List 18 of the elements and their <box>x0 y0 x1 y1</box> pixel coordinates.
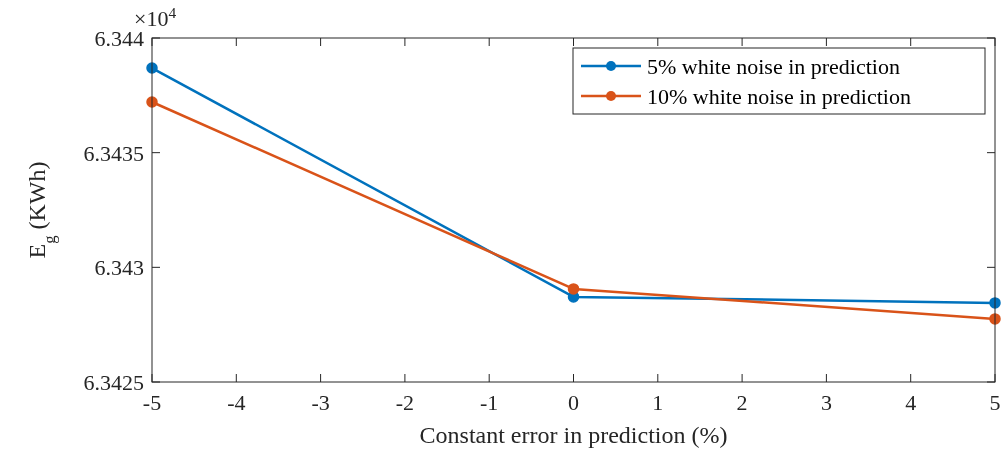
x-tick-label: -1 <box>480 390 499 415</box>
x-tick-label: 3 <box>820 390 832 415</box>
x-tick-label: -4 <box>227 390 246 415</box>
x-tick-label: 0 <box>568 390 579 415</box>
x-tick-label: 4 <box>905 390 917 415</box>
x-tick-label: 2 <box>736 390 748 415</box>
x-tick-label: 1 <box>652 390 664 415</box>
x-tick-label: -5 <box>142 390 162 415</box>
legend-label: 10% white noise in prediction <box>647 84 911 109</box>
x-axis-title: Constant error in prediction (%) <box>419 422 728 448</box>
x-tick-label: 5 <box>989 390 1001 415</box>
x-tick-label: -3 <box>311 390 330 415</box>
point <box>567 283 580 295</box>
y-tick-label: 6.343 <box>94 255 144 281</box>
y-tick-label: 6.3425 <box>83 370 144 395</box>
y-tick-label: 6.3435 <box>83 140 144 166</box>
x-tick-label: -2 <box>395 390 415 415</box>
legend-label: 5% white noise in prediction <box>647 54 900 79</box>
